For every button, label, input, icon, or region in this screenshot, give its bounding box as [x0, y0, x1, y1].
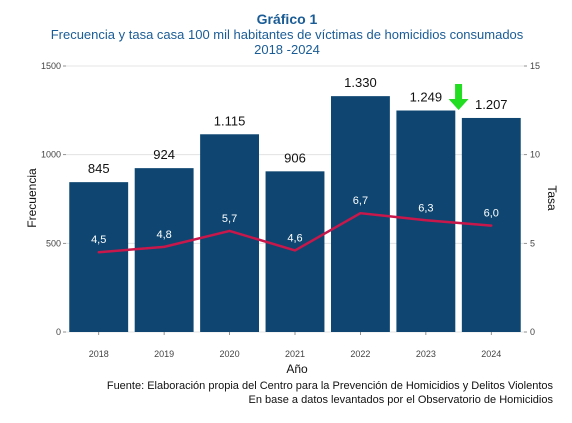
x-tick-label: 2024: [481, 349, 501, 359]
down-arrow-icon: [448, 84, 469, 110]
rate-point: [228, 229, 231, 233]
x-tick-label: 2021: [285, 349, 305, 359]
bar: [69, 182, 129, 332]
y-tick-label: 1000: [41, 150, 61, 160]
bar-value-label: 1.249: [410, 90, 443, 105]
rate-point: [424, 219, 428, 222]
rate-point: [293, 249, 297, 252]
x-tick-label: 2023: [416, 349, 436, 359]
x-tick-label: 2020: [220, 349, 240, 359]
y2-axis-title: Tasa: [545, 185, 559, 211]
rate-point: [97, 251, 100, 254]
rate-value-label: 4,5: [91, 234, 106, 246]
chart-subtitle-line1: Frecuencia y tasa casa 100 mil habitante…: [51, 27, 524, 42]
rate-value-label: 5,7: [222, 213, 237, 225]
bar: [200, 134, 260, 332]
rate-value-label: 4,8: [156, 229, 171, 241]
data-labels: 845 924 1.115 906 1.330 1.249 1.207 4,5 4,8 5,7 4,…: [88, 75, 508, 246]
x-axis: 2018 2019 2020 2021 2022 2023 2024: [89, 332, 501, 359]
y2-tick-label: 0: [530, 327, 535, 337]
rate-value-label: 4,6: [287, 232, 302, 244]
y-axis-title: Frecuencia: [25, 168, 39, 228]
bars: [69, 96, 521, 332]
y-tick-label: 1500: [41, 61, 61, 71]
bar-value-label: 1.115: [214, 113, 246, 128]
bar: [134, 168, 194, 332]
bar-value-label: 845: [88, 161, 110, 176]
x-axis-title: Año: [286, 362, 308, 376]
rate-point: [490, 224, 493, 227]
source-line1: Fuente: Elaboración propia del Centro pa…: [107, 380, 554, 392]
y2-tick-label: 10: [530, 150, 540, 160]
y2-tick-label: 5: [530, 238, 535, 248]
rate-value-label: 6,3: [418, 202, 433, 214]
left-axis: 0 500 1000 1500: [41, 61, 66, 337]
source-line2: En base a datos levantados por el Observ…: [248, 394, 553, 406]
rate-value-label: 6,0: [484, 208, 499, 220]
x-tick-label: 2018: [89, 349, 109, 359]
x-tick-label: 2019: [154, 349, 174, 359]
rate-value-label: 6,7: [353, 195, 368, 207]
bar-value-label: 1.330: [344, 75, 377, 90]
y-tick-label: 500: [46, 238, 61, 248]
x-tick-label: 2022: [350, 349, 370, 359]
annotations: [448, 84, 469, 110]
rate-point: [359, 211, 362, 215]
chart-subtitle-line2: 2018 -2024: [254, 42, 320, 57]
rate-line: [97, 211, 493, 254]
chart-title: Gráfico 1: [257, 11, 318, 27]
bar-value-label: 1.207: [475, 97, 508, 112]
y-tick-label: 0: [56, 327, 61, 337]
y2-tick-label: 15: [530, 61, 540, 71]
bar-value-label: 924: [153, 147, 175, 162]
right-axis: 0 5 10 15: [524, 61, 540, 337]
rate-point: [162, 245, 166, 249]
bar-value-label: 906: [284, 150, 306, 165]
